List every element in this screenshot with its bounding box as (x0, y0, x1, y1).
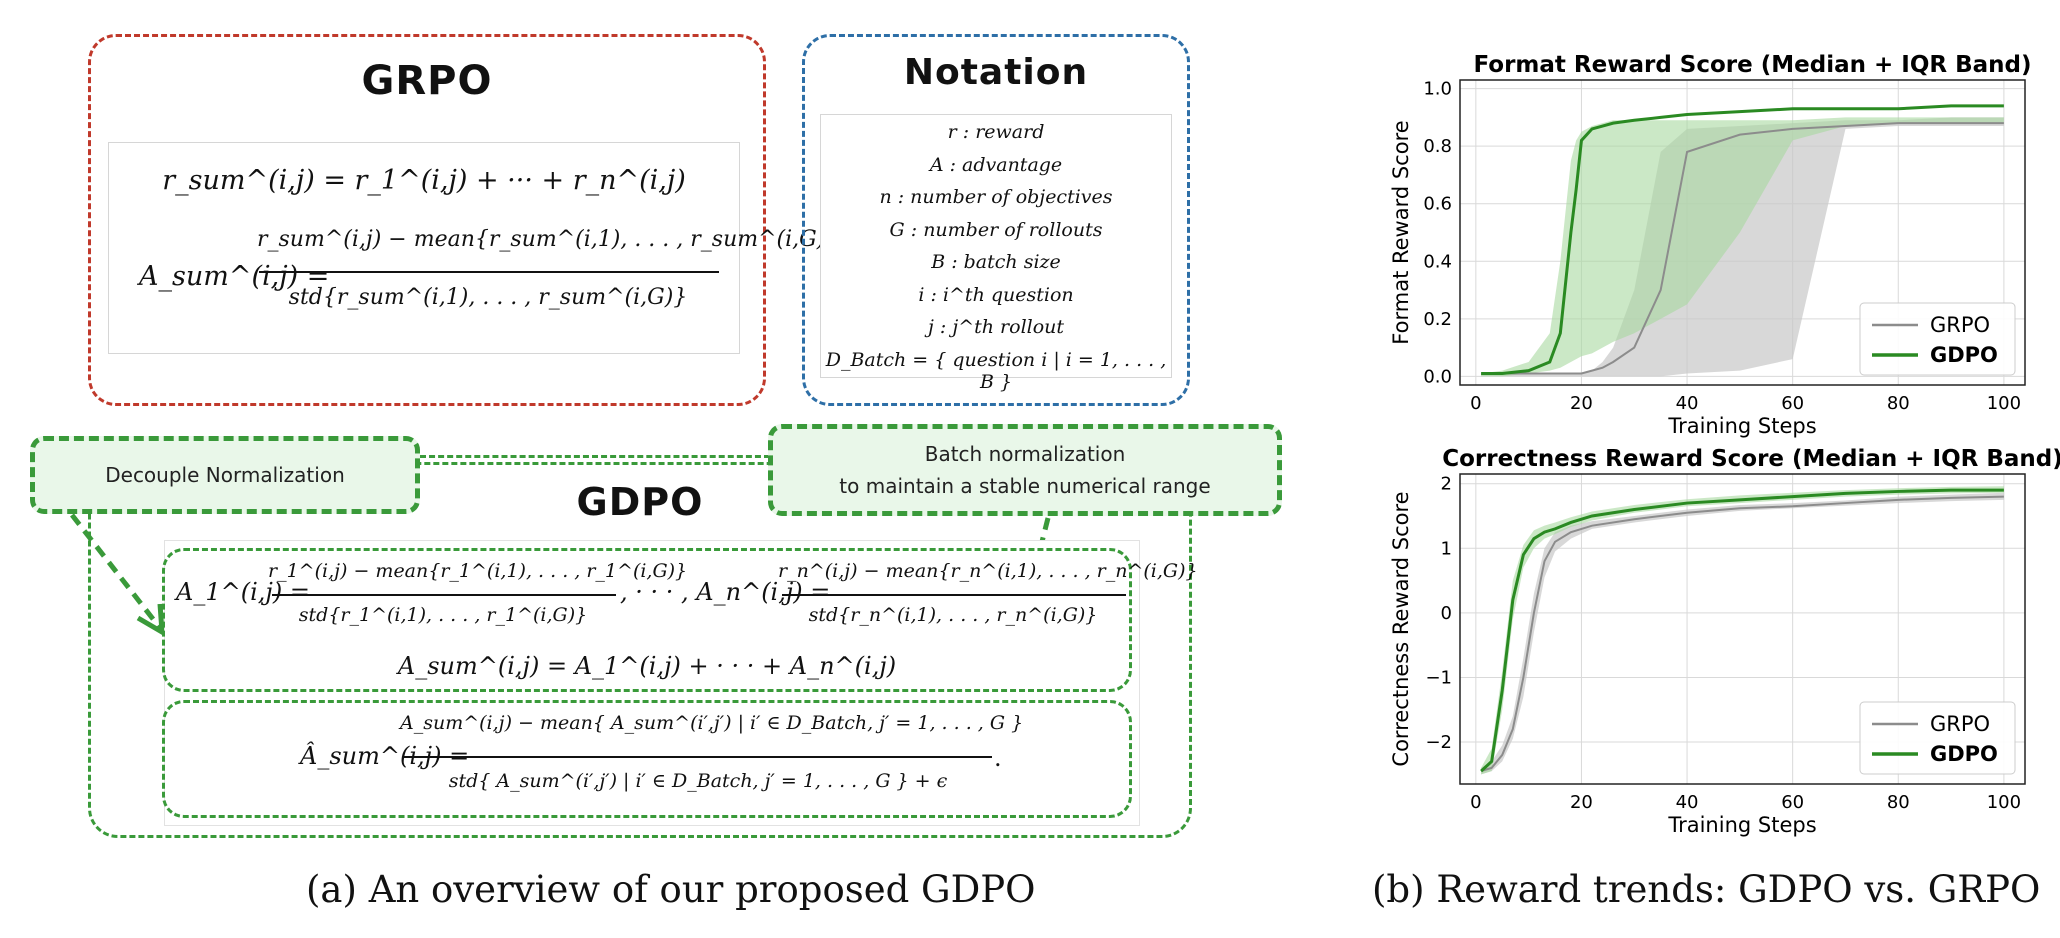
legend-box (1859, 701, 2016, 775)
gdpo-box (88, 462, 1192, 838)
notation-item: D_Batch = { question i | i = 1, . . . , … (825, 348, 1167, 393)
series-line-grpo (1480, 495, 2004, 773)
y-tick-label: 0.0 (1423, 366, 1452, 387)
y-tick-label: 0.8 (1423, 136, 1452, 157)
y-tick-label: −1 (1425, 667, 1452, 688)
x-tick-label: 60 (1781, 393, 1804, 414)
iqr-band-grpo (1481, 117, 2004, 377)
grpo-title: GRPO (361, 58, 493, 104)
grpo-fraction-bar (259, 271, 719, 273)
notation-title: Notation (903, 52, 1089, 93)
gdpo-a1-bar (272, 594, 616, 596)
decouple-arrow (70, 513, 162, 630)
chart-title: Correctness Reward Score (Median + IQR B… (1442, 446, 2060, 472)
notation-item: B : batch size (931, 251, 1061, 273)
gdpo-hat-bar (404, 756, 992, 758)
x-tick-label: 20 (1570, 792, 1593, 813)
notation-item: j : j^th rollout (927, 316, 1065, 338)
legend-box (1859, 302, 2016, 376)
decouple-normalization-callout: Decouple Normalization (30, 436, 420, 514)
x-tick-label: 60 (1781, 792, 1804, 813)
series-line-gdpo (1480, 488, 2004, 773)
grpo-formula-sum: r_sum^(i,j) = r_1^(i,j) + ··· + r_n^(i,j… (162, 165, 686, 196)
series-line-gdpo (1481, 104, 2004, 375)
y-tick-label: 1 (1441, 538, 1452, 559)
caption-b: (b) Reward trends: GDPO vs. GRPO (1372, 868, 2041, 911)
x-axis-label: Training Steps (1667, 813, 1816, 837)
legend-label: GRPO (1930, 712, 1990, 736)
notation-panel: r : reward A : advantage n : number of obj… (820, 114, 1172, 393)
gdpo-a1-lhs: A_1^(i,j) = (176, 578, 310, 606)
y-tick-label: 2 (1441, 474, 1452, 495)
batch-normalization-label-line1: Batch normalization (924, 442, 1126, 466)
batch-normalization-label-line2: to maintain a stable numerical range (839, 474, 1211, 498)
x-tick-label: 40 (1676, 792, 1699, 813)
x-tick-label: 80 (1887, 792, 1910, 813)
chart-title: Format Reward Score (Median + IQR Band) (1473, 52, 2031, 78)
notation-item: n : number of objectives (879, 186, 1113, 208)
gdpo-batch-formula-box (162, 700, 1132, 818)
iqr-band-gdpo (1481, 117, 2004, 377)
gdpo-formula-panel (164, 540, 1140, 826)
gdpo-hat-den: std{ A_sum^(i′,j′) | i′ ∈ D_Batch, j′ = … (448, 770, 948, 792)
y-tick-label: 0.2 (1423, 309, 1452, 330)
plot-frame (1459, 473, 2026, 785)
notation-item: r : reward (947, 121, 1045, 143)
gdpo-an-num: r_n^(i,j) − mean{r_n^(i,1), . . . , r_n^… (778, 560, 1198, 582)
legend-label: GRPO (1930, 313, 1990, 337)
caption-a: (a) An overview of our proposed GDPO (306, 868, 1036, 911)
grpo-formula-adv-lhs: A_sum^(i,j) = (139, 261, 330, 292)
grpo-formula-adv-den: std{r_sum^(i,1), . . . , r_sum^(i,G)} (288, 285, 688, 310)
y-tick-label: 0.6 (1423, 194, 1452, 215)
y-tick-label: 0.4 (1423, 251, 1452, 272)
gdpo-asum: A_sum^(i,j) = A_1^(i,j) + · · · + A_n^(i… (397, 652, 897, 680)
gdpo-a1-den: std{r_1^(i,1), . . . , r_1^(i,G)} (298, 604, 588, 626)
notation-item: i : i^th question (918, 283, 1074, 306)
gdpo-title: GDPO (576, 480, 704, 524)
plot-frame (1459, 79, 2026, 386)
legend-label: GDPO (1930, 343, 1998, 367)
series-line-grpo (1481, 122, 2004, 375)
decouple-normalization-label: Decouple Normalization (105, 463, 345, 487)
gdpo-a1-num: r_1^(i,j) − mean{r_1^(i,1), . . . , r_1^… (268, 560, 688, 582)
y-tick-label: 0 (1441, 603, 1452, 624)
y-tick-label: −2 (1425, 732, 1452, 753)
notation-item: G : number of rollouts (889, 218, 1103, 241)
notation-box (802, 34, 1190, 406)
gdpo-connector-line (420, 455, 770, 458)
grpo-box (88, 34, 766, 406)
notation-item: A : advantage (929, 153, 1063, 176)
x-tick-label: 20 (1570, 393, 1593, 414)
gdpo-hat-end: . (994, 744, 1002, 772)
y-axis-label: Format Reward Score (1389, 120, 1413, 344)
gdpo-hat-num: A_sum^(i,j) − mean{ A_sum^(i′,j′) | i′ ∈… (400, 712, 1024, 734)
x-tick-label: 80 (1887, 393, 1910, 414)
gdpo-decouple-formula-box (162, 548, 1132, 692)
x-axis-label: Training Steps (1667, 414, 1816, 438)
y-tick-label: 1.0 (1423, 79, 1452, 100)
y-axis-label: Correctness Reward Score (1389, 491, 1413, 766)
x-tick-label: 0 (1470, 393, 1481, 414)
x-tick-label: 100 (1987, 393, 2021, 414)
gdpo-mid: , · · · , A_n^(i,j) = (620, 578, 831, 606)
x-tick-label: 0 (1470, 792, 1481, 813)
gdpo-an-bar (782, 594, 1126, 596)
x-tick-label: 40 (1676, 393, 1699, 414)
gdpo-an-den: std{r_n^(i,1), . . . , r_n^(i,G)} (808, 604, 1098, 626)
x-tick-label: 100 (1987, 792, 2021, 813)
legend-label: GDPO (1930, 742, 1998, 766)
batch-normalization-callout: Batch normalization to maintain a stable… (768, 424, 1282, 516)
